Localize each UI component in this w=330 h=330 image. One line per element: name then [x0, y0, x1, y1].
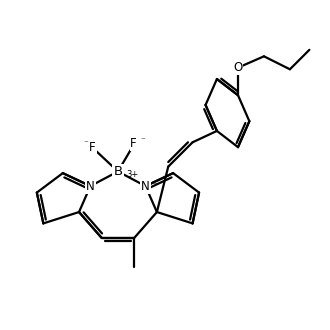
- Text: 3+: 3+: [126, 170, 138, 179]
- Text: ⁻: ⁻: [84, 139, 89, 148]
- Text: ⁻: ⁻: [141, 136, 146, 145]
- Text: B: B: [114, 165, 122, 178]
- Text: F: F: [89, 141, 96, 154]
- Text: F: F: [130, 137, 137, 150]
- Text: N: N: [141, 180, 150, 193]
- Text: ⁻: ⁻: [153, 182, 157, 191]
- Text: O: O: [233, 61, 243, 74]
- Text: N: N: [86, 180, 95, 193]
